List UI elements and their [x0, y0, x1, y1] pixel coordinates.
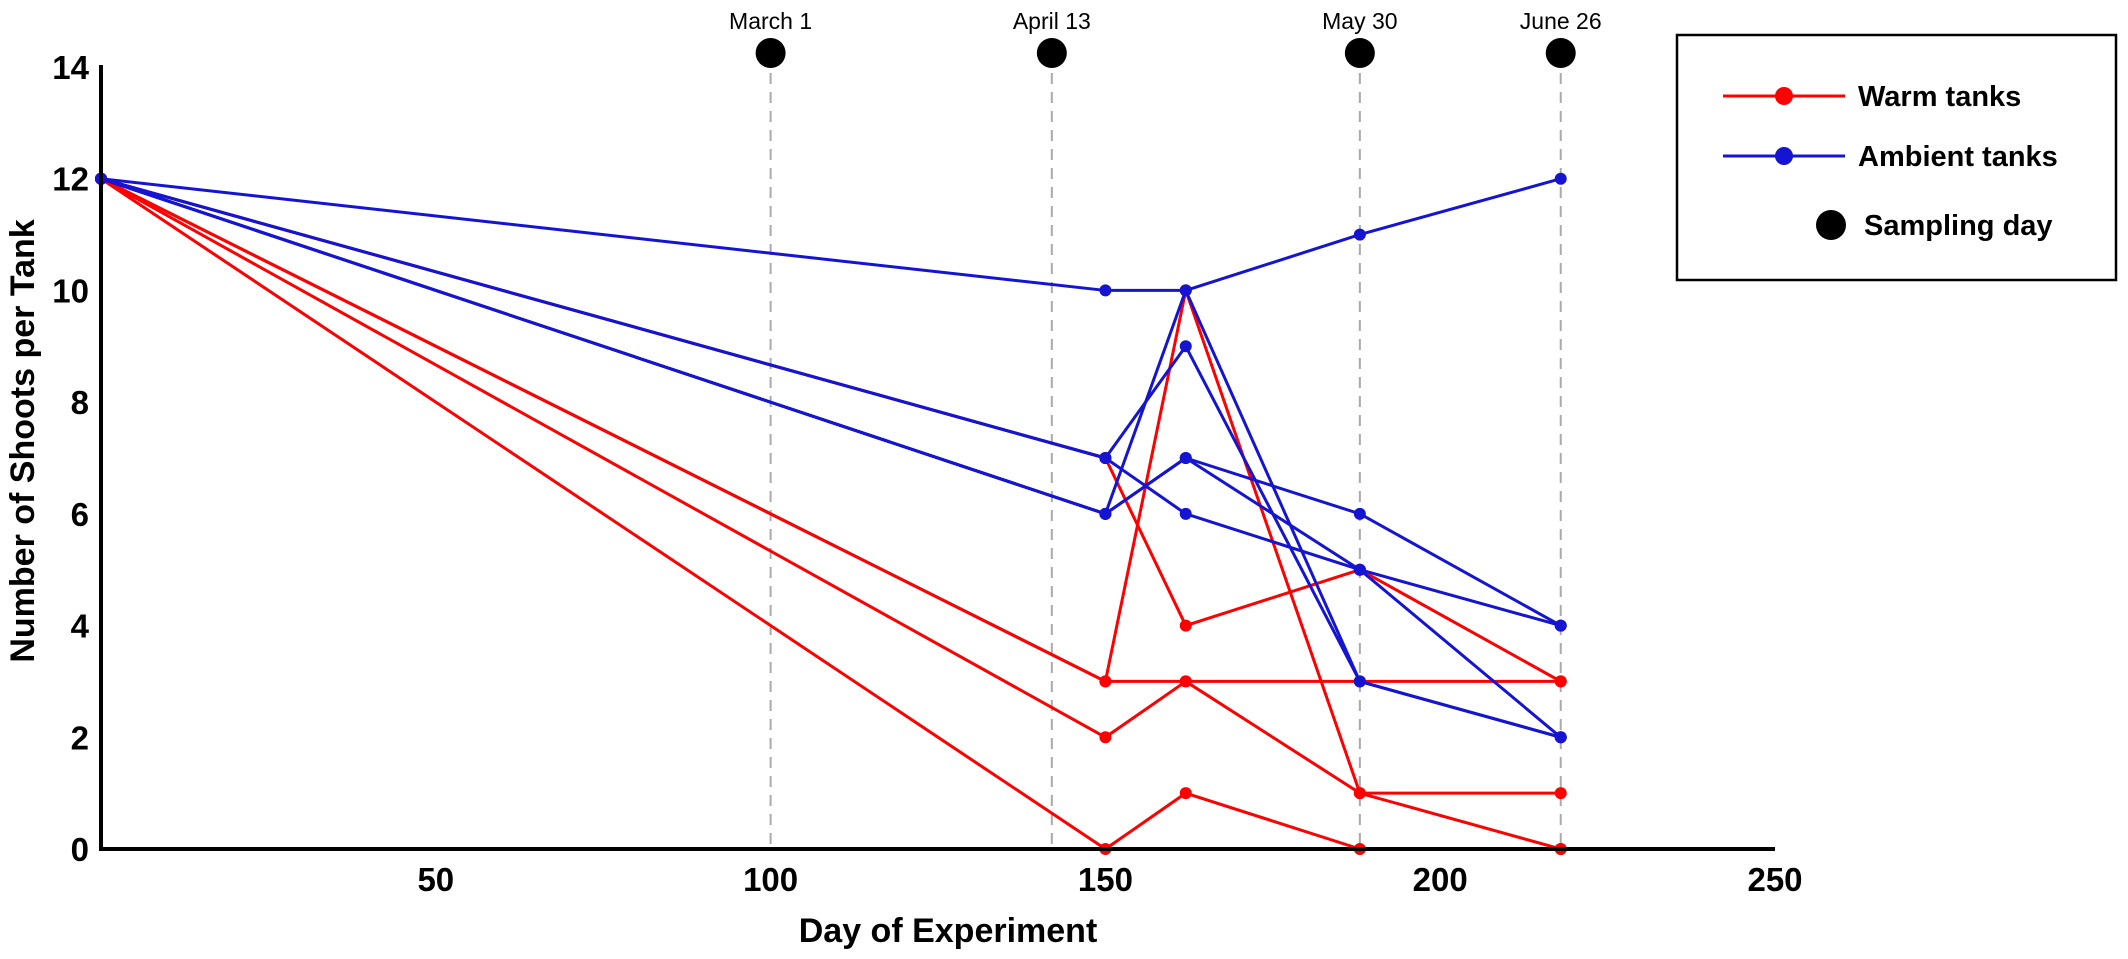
y-tick-label: 10: [52, 272, 89, 309]
warm-tank-line: [100, 177, 1561, 683]
ambient-tank-point: [1353, 563, 1366, 576]
x-tick-label: 150: [1078, 861, 1133, 898]
ambient-tank-line: [100, 177, 1562, 292]
y-tick-label: 6: [71, 496, 89, 533]
ambient-tank-line: [100, 177, 1562, 739]
sampling-day-marker: [755, 38, 786, 68]
ambient-tank-point: [1099, 452, 1112, 464]
warm-tank-point: [1099, 731, 1112, 744]
legend-label: Warm tanks: [1858, 81, 2021, 113]
ambient-tank-point: [1099, 284, 1112, 297]
ambient-tank-point: [1554, 619, 1567, 632]
sampling-day-marker: [1344, 38, 1375, 68]
ambient-tank-point: [1179, 340, 1192, 353]
warm-tank-point: [1179, 787, 1192, 800]
sampling-day-label: June 26: [1520, 8, 1602, 34]
ambient-tank-point: [1179, 452, 1192, 464]
y-axis-title: Number of Shoots per Tank: [4, 219, 42, 662]
y-tick-label: 8: [71, 384, 89, 421]
x-tick-label: 250: [1747, 861, 1802, 898]
sampling-day-marker: [1036, 38, 1067, 68]
tick-labels: 50 100 150 200 250 0 2 4 6 8 10 12 14: [52, 49, 1802, 898]
legend-marker: [1775, 87, 1793, 105]
legend-marker: [1775, 147, 1793, 165]
legend-dot-swatch: [1816, 210, 1846, 240]
y-tick-label: 2: [71, 719, 89, 756]
warm-tank-point: [1179, 675, 1192, 688]
warm-tank-line: [100, 177, 1561, 795]
ambient-tank-point: [1353, 675, 1366, 688]
warm-tank-point: [1554, 675, 1567, 688]
warm-tank-line: [100, 177, 1562, 851]
ambient-tank-point: [1179, 507, 1192, 520]
warm-tank-point: [1099, 675, 1112, 688]
axes: [99, 65, 1775, 851]
x-axis-title: Day of Experiment: [799, 912, 1098, 950]
sampling-day-markers: March 1 April 13 May 30 June 26: [729, 8, 1602, 849]
ambient-tank-line: [100, 177, 1562, 739]
x-tick-label: 50: [417, 861, 454, 898]
legend: Warm tanks Ambient tanks Sampling day: [1675, 33, 2118, 282]
legend-label: Sampling day: [1864, 210, 2053, 242]
y-tick-label: 0: [71, 831, 89, 868]
ambient-tank-point: [1353, 228, 1366, 241]
warm-tank-line: [100, 177, 1561, 851]
warm-tank-point: [1353, 787, 1366, 800]
ambient-tank-point: [1179, 284, 1192, 297]
sampling-day-label: May 30: [1322, 8, 1397, 34]
sampling-day-label: April 13: [1013, 8, 1091, 34]
y-tick-label: 14: [52, 49, 89, 86]
ambient-tank-point: [1554, 731, 1567, 744]
warm-tank-line: [100, 177, 1562, 683]
legend-label: Ambient tanks: [1858, 141, 2058, 173]
sampling-day-label: March 1: [729, 8, 812, 34]
ambient-tank-point: [1353, 507, 1366, 520]
ambient-tank-line: [100, 177, 1562, 739]
y-tick-label: 12: [52, 161, 89, 198]
ambient-tank-point: [1099, 507, 1112, 520]
y-tick-label: 4: [71, 608, 90, 645]
x-tick-label: 200: [1413, 861, 1468, 898]
sampling-day-marker: [1545, 38, 1576, 68]
data-series: [95, 172, 1567, 855]
warm-tank-point: [1179, 619, 1192, 632]
warm-tank-point: [1554, 787, 1567, 800]
x-tick-label: 100: [743, 861, 798, 898]
ambient-tank-point: [1554, 172, 1567, 185]
